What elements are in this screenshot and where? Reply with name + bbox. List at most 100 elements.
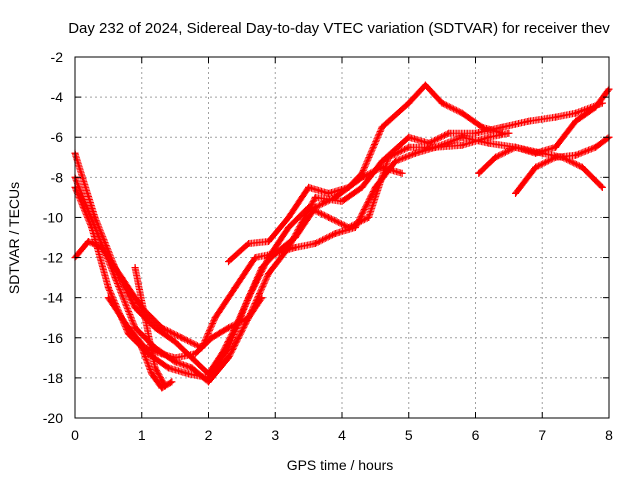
data-point — [178, 334, 186, 342]
series-track-7 — [475, 85, 613, 177]
data-point — [572, 151, 580, 159]
data-point — [271, 250, 279, 258]
data-point — [552, 143, 560, 151]
data-point — [291, 244, 299, 252]
data-point — [285, 213, 293, 221]
data-point — [331, 229, 339, 237]
data-point — [505, 129, 513, 137]
data-point — [572, 109, 580, 117]
data-point — [225, 324, 233, 332]
data-point — [111, 274, 119, 282]
data-point — [431, 143, 439, 151]
data-point — [258, 294, 266, 302]
data-point — [168, 378, 176, 386]
data-point — [492, 153, 500, 161]
data-point — [458, 109, 466, 117]
data-point — [578, 163, 586, 171]
y-tick-label: -14 — [43, 290, 63, 306]
data-point — [131, 264, 139, 272]
data-point — [485, 133, 493, 141]
chart-title: Day 232 of 2024, Sidereal Day-to-day VTE… — [68, 20, 610, 37]
data-point — [231, 284, 239, 292]
data-point — [338, 197, 346, 205]
data-point — [265, 238, 273, 246]
data-point — [478, 123, 486, 131]
data-point — [405, 99, 413, 107]
data-point — [225, 354, 233, 362]
data-point — [311, 240, 319, 248]
data-point — [512, 143, 520, 151]
series-track-8 — [512, 133, 613, 197]
data-point — [225, 258, 233, 266]
data-point — [445, 129, 453, 137]
data-point — [572, 117, 580, 125]
x-tick-label: 5 — [405, 427, 413, 443]
y-tick-label: -10 — [43, 209, 63, 225]
data-point — [475, 169, 483, 177]
data-point — [592, 103, 600, 111]
data-point — [188, 364, 196, 372]
axis-ticks: 0 1 2 3 4 5 6 7 8 -20 -18 -16 -14 -12 -10 -8 -6 -4 -2 — [43, 49, 613, 443]
y-tick-label: -20 — [43, 410, 63, 426]
x-tick-label: 3 — [271, 427, 279, 443]
data-point — [158, 384, 166, 392]
data-point — [438, 99, 446, 107]
x-tick-label: 0 — [71, 427, 79, 443]
data-point — [151, 324, 159, 332]
y-tick-label: -12 — [43, 250, 63, 266]
data-point — [148, 370, 156, 378]
data-point — [208, 334, 216, 342]
data-point — [358, 183, 366, 191]
data-point — [351, 223, 359, 231]
data-point — [138, 344, 146, 352]
data-point — [378, 163, 386, 171]
data-point — [358, 173, 366, 181]
data-point — [458, 133, 466, 141]
data-point — [245, 294, 253, 302]
data-point — [378, 123, 386, 131]
data-point — [525, 117, 533, 125]
data-point — [365, 213, 373, 221]
series-track-6 — [225, 163, 406, 266]
data-point — [371, 183, 379, 191]
x-tick-label: 2 — [205, 427, 213, 443]
data-point — [98, 244, 106, 252]
data-point — [345, 183, 353, 191]
data-point — [532, 149, 540, 157]
data-point — [391, 157, 399, 165]
data-point — [532, 163, 540, 171]
data-point — [245, 240, 253, 248]
data-point — [164, 364, 172, 372]
data-point — [265, 270, 273, 278]
data-point — [592, 143, 600, 151]
x-tick-label: 4 — [338, 427, 346, 443]
y-tick-label: -8 — [51, 169, 64, 185]
data-point — [552, 113, 560, 121]
series-track-10 — [138, 344, 176, 392]
marker-trail — [512, 133, 613, 197]
data-point — [84, 238, 92, 246]
data-point — [385, 153, 393, 161]
data-point — [325, 189, 333, 197]
data-point — [184, 370, 192, 378]
data-point — [88, 223, 96, 231]
data-point — [191, 350, 199, 358]
x-axis-title: GPS time / hours — [287, 457, 394, 473]
data-point — [598, 183, 606, 191]
gridlines — [75, 57, 609, 418]
data-point — [245, 314, 253, 322]
data-point — [472, 129, 479, 137]
data-point — [131, 304, 139, 312]
data-point — [411, 149, 419, 157]
x-tick-label: 7 — [538, 427, 546, 443]
y-tick-label: -2 — [51, 49, 64, 65]
data-point — [325, 213, 333, 221]
data-point — [398, 169, 406, 177]
y-tick-label: -16 — [43, 330, 63, 346]
data-point — [141, 314, 149, 322]
y-tick-label: -6 — [51, 129, 64, 145]
data-point — [104, 284, 112, 292]
data-point — [552, 153, 560, 161]
y-tick-label: -4 — [51, 89, 64, 105]
x-tick-label: 6 — [472, 427, 480, 443]
